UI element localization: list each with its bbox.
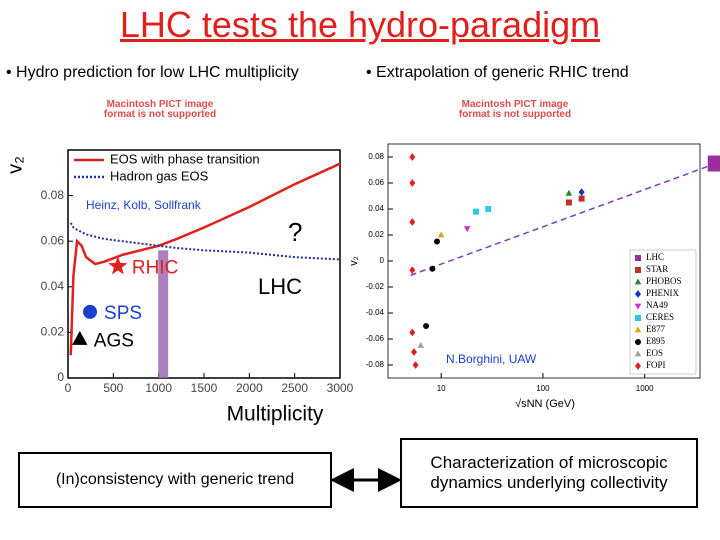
credit: Heinz, Kolb, Sollfrank (86, 198, 202, 212)
x-tick-label: 1000 (145, 381, 172, 395)
x-tick-label: 500 (103, 381, 123, 395)
y-tick-label: 0.02 (368, 230, 384, 239)
point (410, 348, 417, 356)
point (409, 328, 416, 337)
point (412, 361, 419, 369)
point (423, 323, 430, 329)
point (409, 179, 416, 187)
legend-label: FOPI (646, 360, 666, 370)
y-tick-label: -0.04 (366, 308, 385, 317)
legend-label: EOS (646, 348, 663, 358)
point-label: SPS (104, 303, 142, 324)
y-tick-label: 0.04 (368, 204, 384, 213)
legend-label: PHOBOS (646, 276, 682, 286)
legend-label: NA49 (646, 300, 668, 310)
x-tick-label: 10 (437, 384, 446, 393)
point (409, 153, 416, 161)
legend-marker (634, 350, 642, 357)
text-box: Characterization of microscopic dynamics… (400, 438, 698, 508)
point-label: RHIC (132, 257, 178, 278)
point (83, 304, 98, 319)
legend-marker (635, 339, 641, 345)
point (409, 266, 416, 274)
legend-marker (635, 267, 641, 273)
x-tick-label: 1500 (191, 381, 218, 395)
image-placeholder: Macintosh PICT image format is not suppo… (458, 99, 572, 120)
bullet: • Extrapolation of generic RHIC trend (366, 64, 629, 81)
y-tick-label: 0.06 (368, 178, 384, 187)
legend-marker (635, 315, 641, 321)
x-axis-label: √sNN (GeV) (515, 398, 575, 410)
legend-label: STAR (646, 264, 668, 274)
legend-marker (634, 278, 642, 285)
y-tick-label: 0 (380, 256, 385, 265)
x-tick-label: 2500 (281, 381, 308, 395)
point (565, 189, 573, 196)
point (417, 341, 425, 348)
point (485, 206, 492, 212)
legend-marker (635, 362, 641, 370)
legend-label: E877 (646, 324, 665, 334)
point (565, 199, 572, 206)
series-line (69, 162, 341, 356)
point (409, 218, 416, 226)
point-label: AGS (94, 330, 134, 351)
y-tick-label: -0.02 (366, 282, 385, 291)
point (437, 231, 445, 238)
legend-marker (634, 303, 642, 310)
credit: N.Borghini, UAW (446, 352, 537, 366)
point (463, 226, 471, 233)
y-tick-label: 0.06 (41, 233, 65, 247)
legend-label: Hadron gas EOS (110, 168, 209, 183)
annotation: ? (288, 217, 302, 247)
series-line (69, 222, 341, 261)
point (578, 195, 585, 202)
trend-line (410, 162, 717, 277)
bullet: • Hydro prediction for low LHC multiplic… (6, 64, 299, 81)
y-tick-label: 0.04 (41, 279, 65, 293)
point (72, 330, 88, 345)
x-tick-label: 3000 (327, 381, 354, 395)
slide-title: LHC tests the hydro-paradigm (119, 4, 601, 45)
legend-label: E895 (646, 336, 665, 346)
y-tick-label: 0.02 (41, 325, 65, 339)
legend-marker (635, 290, 641, 298)
x-tick-label: 100 (536, 384, 550, 393)
x-axis-label: Multiplicity (227, 403, 324, 426)
y-tick-label: 0.08 (368, 152, 384, 161)
point (707, 155, 720, 172)
point (108, 256, 128, 275)
x-tick-label: 0 (65, 381, 72, 395)
legend-label: LHC (646, 252, 664, 262)
x-tick-label: 2000 (236, 381, 263, 395)
legend-marker (635, 255, 641, 261)
y-tick-label: -0.06 (366, 334, 385, 343)
y-tick-label: 0.08 (41, 188, 65, 202)
legend-label: EOS with phase transition (110, 151, 260, 166)
point (578, 188, 585, 196)
point (434, 238, 441, 245)
y-tick-label: 0 (57, 370, 64, 384)
y-tick-label: -0.08 (366, 360, 385, 369)
image-placeholder: Macintosh PICT image format is not suppo… (103, 99, 217, 120)
legend-marker (634, 326, 642, 333)
annotation: LHC (258, 274, 302, 299)
y-axis-label: v₂ (348, 256, 360, 266)
legend-label: PHENIX (646, 288, 679, 298)
x-tick-label: 1000 (636, 384, 654, 393)
legend-label: CERES (646, 312, 674, 322)
point (429, 265, 436, 272)
y-axis-label: v₂ (4, 156, 26, 174)
band (158, 250, 169, 378)
point (473, 208, 480, 215)
